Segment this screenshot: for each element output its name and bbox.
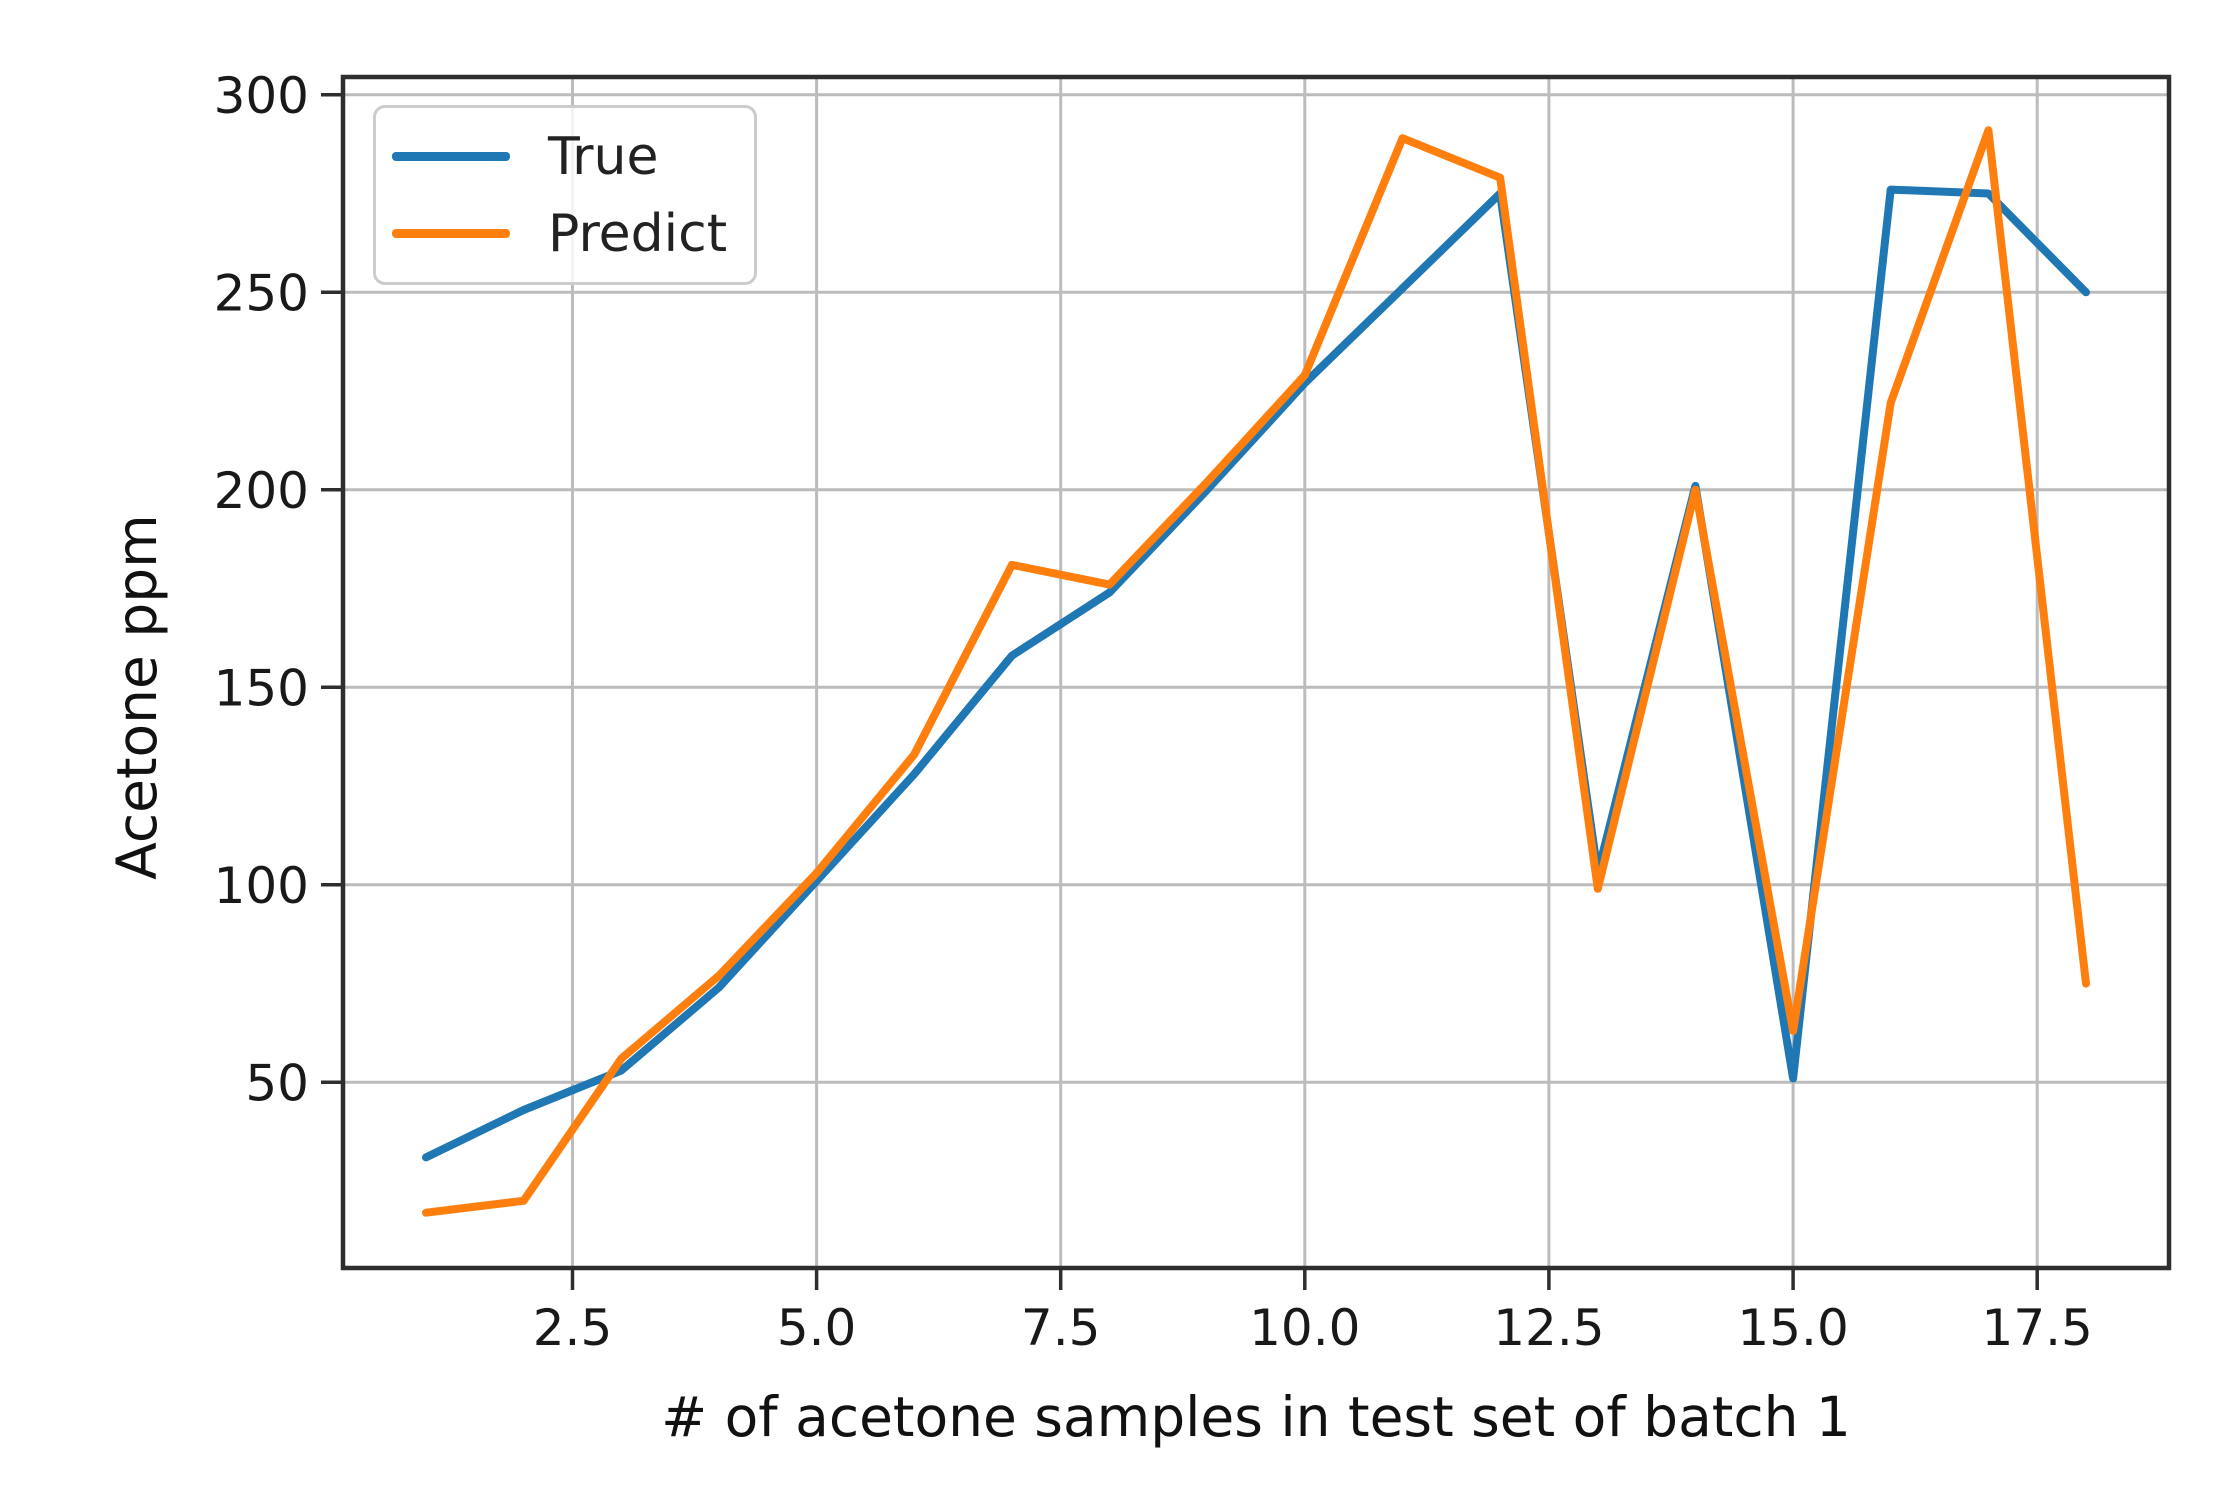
- legend-item-true: True: [376, 131, 754, 183]
- x-tick-label: 2.5: [533, 1299, 613, 1357]
- x-axis-label: # of acetone samples in test set of batc…: [661, 1385, 1851, 1449]
- legend-swatch-predict-icon: [392, 229, 510, 238]
- y-tick-label: 300: [214, 67, 309, 125]
- legend-item-predict: Predict: [376, 208, 754, 260]
- y-tick-label: 200: [214, 462, 309, 520]
- legend-swatch-true-icon: [392, 152, 510, 161]
- y-axis-label: Acetone ppm: [105, 514, 169, 880]
- x-tick-label: 7.5: [1021, 1299, 1101, 1357]
- y-tick-label: 100: [214, 857, 309, 915]
- legend-label-predict: Predict: [548, 203, 728, 264]
- y-tick-label: 50: [245, 1054, 309, 1112]
- y-tick-label: 150: [214, 659, 309, 717]
- x-tick-label: 15.0: [1737, 1299, 1848, 1357]
- x-tick-label: 17.5: [1982, 1299, 2093, 1357]
- x-tick-label: 10.0: [1249, 1299, 1360, 1357]
- y-tick-label: 250: [214, 264, 309, 322]
- x-tick-label: 12.5: [1493, 1299, 1604, 1357]
- legend-label-true: True: [548, 126, 659, 187]
- legend: True Predict: [373, 105, 757, 285]
- x-tick-label: 5.0: [777, 1299, 857, 1357]
- plot-border: [340, 74, 2172, 1271]
- series-line-predict: [422, 126, 2090, 1217]
